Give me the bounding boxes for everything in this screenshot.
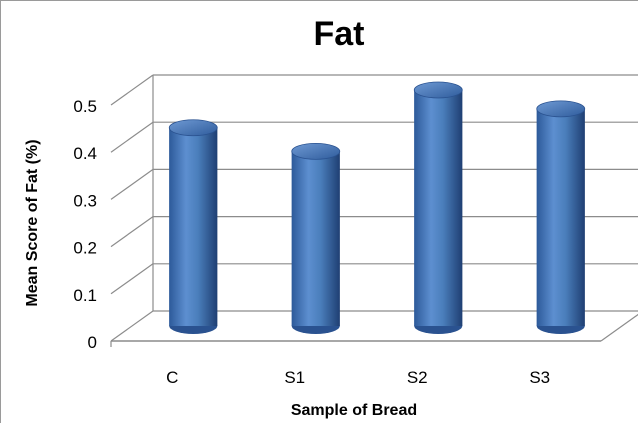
bar-top [413, 81, 463, 99]
floor-right-edge [600, 313, 638, 342]
bar-top [168, 119, 218, 137]
gridline-side [110, 263, 154, 295]
x-tick-label: C [166, 368, 178, 387]
x-axis-ticks: C S1 S2 S3 [166, 368, 550, 387]
x-tick-label: S2 [407, 368, 428, 387]
y-axis-ticks: 0 0.1 0.2 0.3 0.4 0.5 [73, 97, 97, 352]
bar-body-front [169, 127, 218, 326]
x-tick-label: S1 [284, 368, 305, 387]
y-axis-title: Mean Score of Fat (%) [24, 139, 41, 306]
bar-top [536, 100, 586, 118]
bar-S3 [536, 100, 586, 334]
bars [168, 81, 586, 334]
bar-C [168, 119, 218, 334]
gridline-side [110, 216, 154, 248]
y-tick-label: 0.1 [73, 286, 97, 305]
chart-title: Fat [314, 15, 365, 53]
x-axis-title: Sample of Bread [291, 402, 417, 419]
y-tick-label: 0.2 [73, 239, 97, 258]
y-tick-label: 0.5 [73, 97, 97, 116]
bar-S1 [291, 142, 341, 334]
bar-body-front [536, 108, 585, 326]
gridline-side [110, 168, 154, 200]
y-tick-label: 0 [88, 333, 97, 352]
gridlines [110, 74, 638, 347]
y-tick-label: 0.4 [73, 144, 97, 163]
bar-body-front [291, 151, 340, 326]
bar-body-front [414, 90, 463, 326]
gridline-side [110, 74, 154, 106]
gridline-side [110, 121, 154, 153]
gridline-side [110, 310, 154, 342]
y-tick-label: 0.3 [73, 191, 97, 210]
bar-top [291, 142, 341, 160]
bar-S2 [413, 81, 463, 334]
x-tick-label: S3 [529, 368, 550, 387]
